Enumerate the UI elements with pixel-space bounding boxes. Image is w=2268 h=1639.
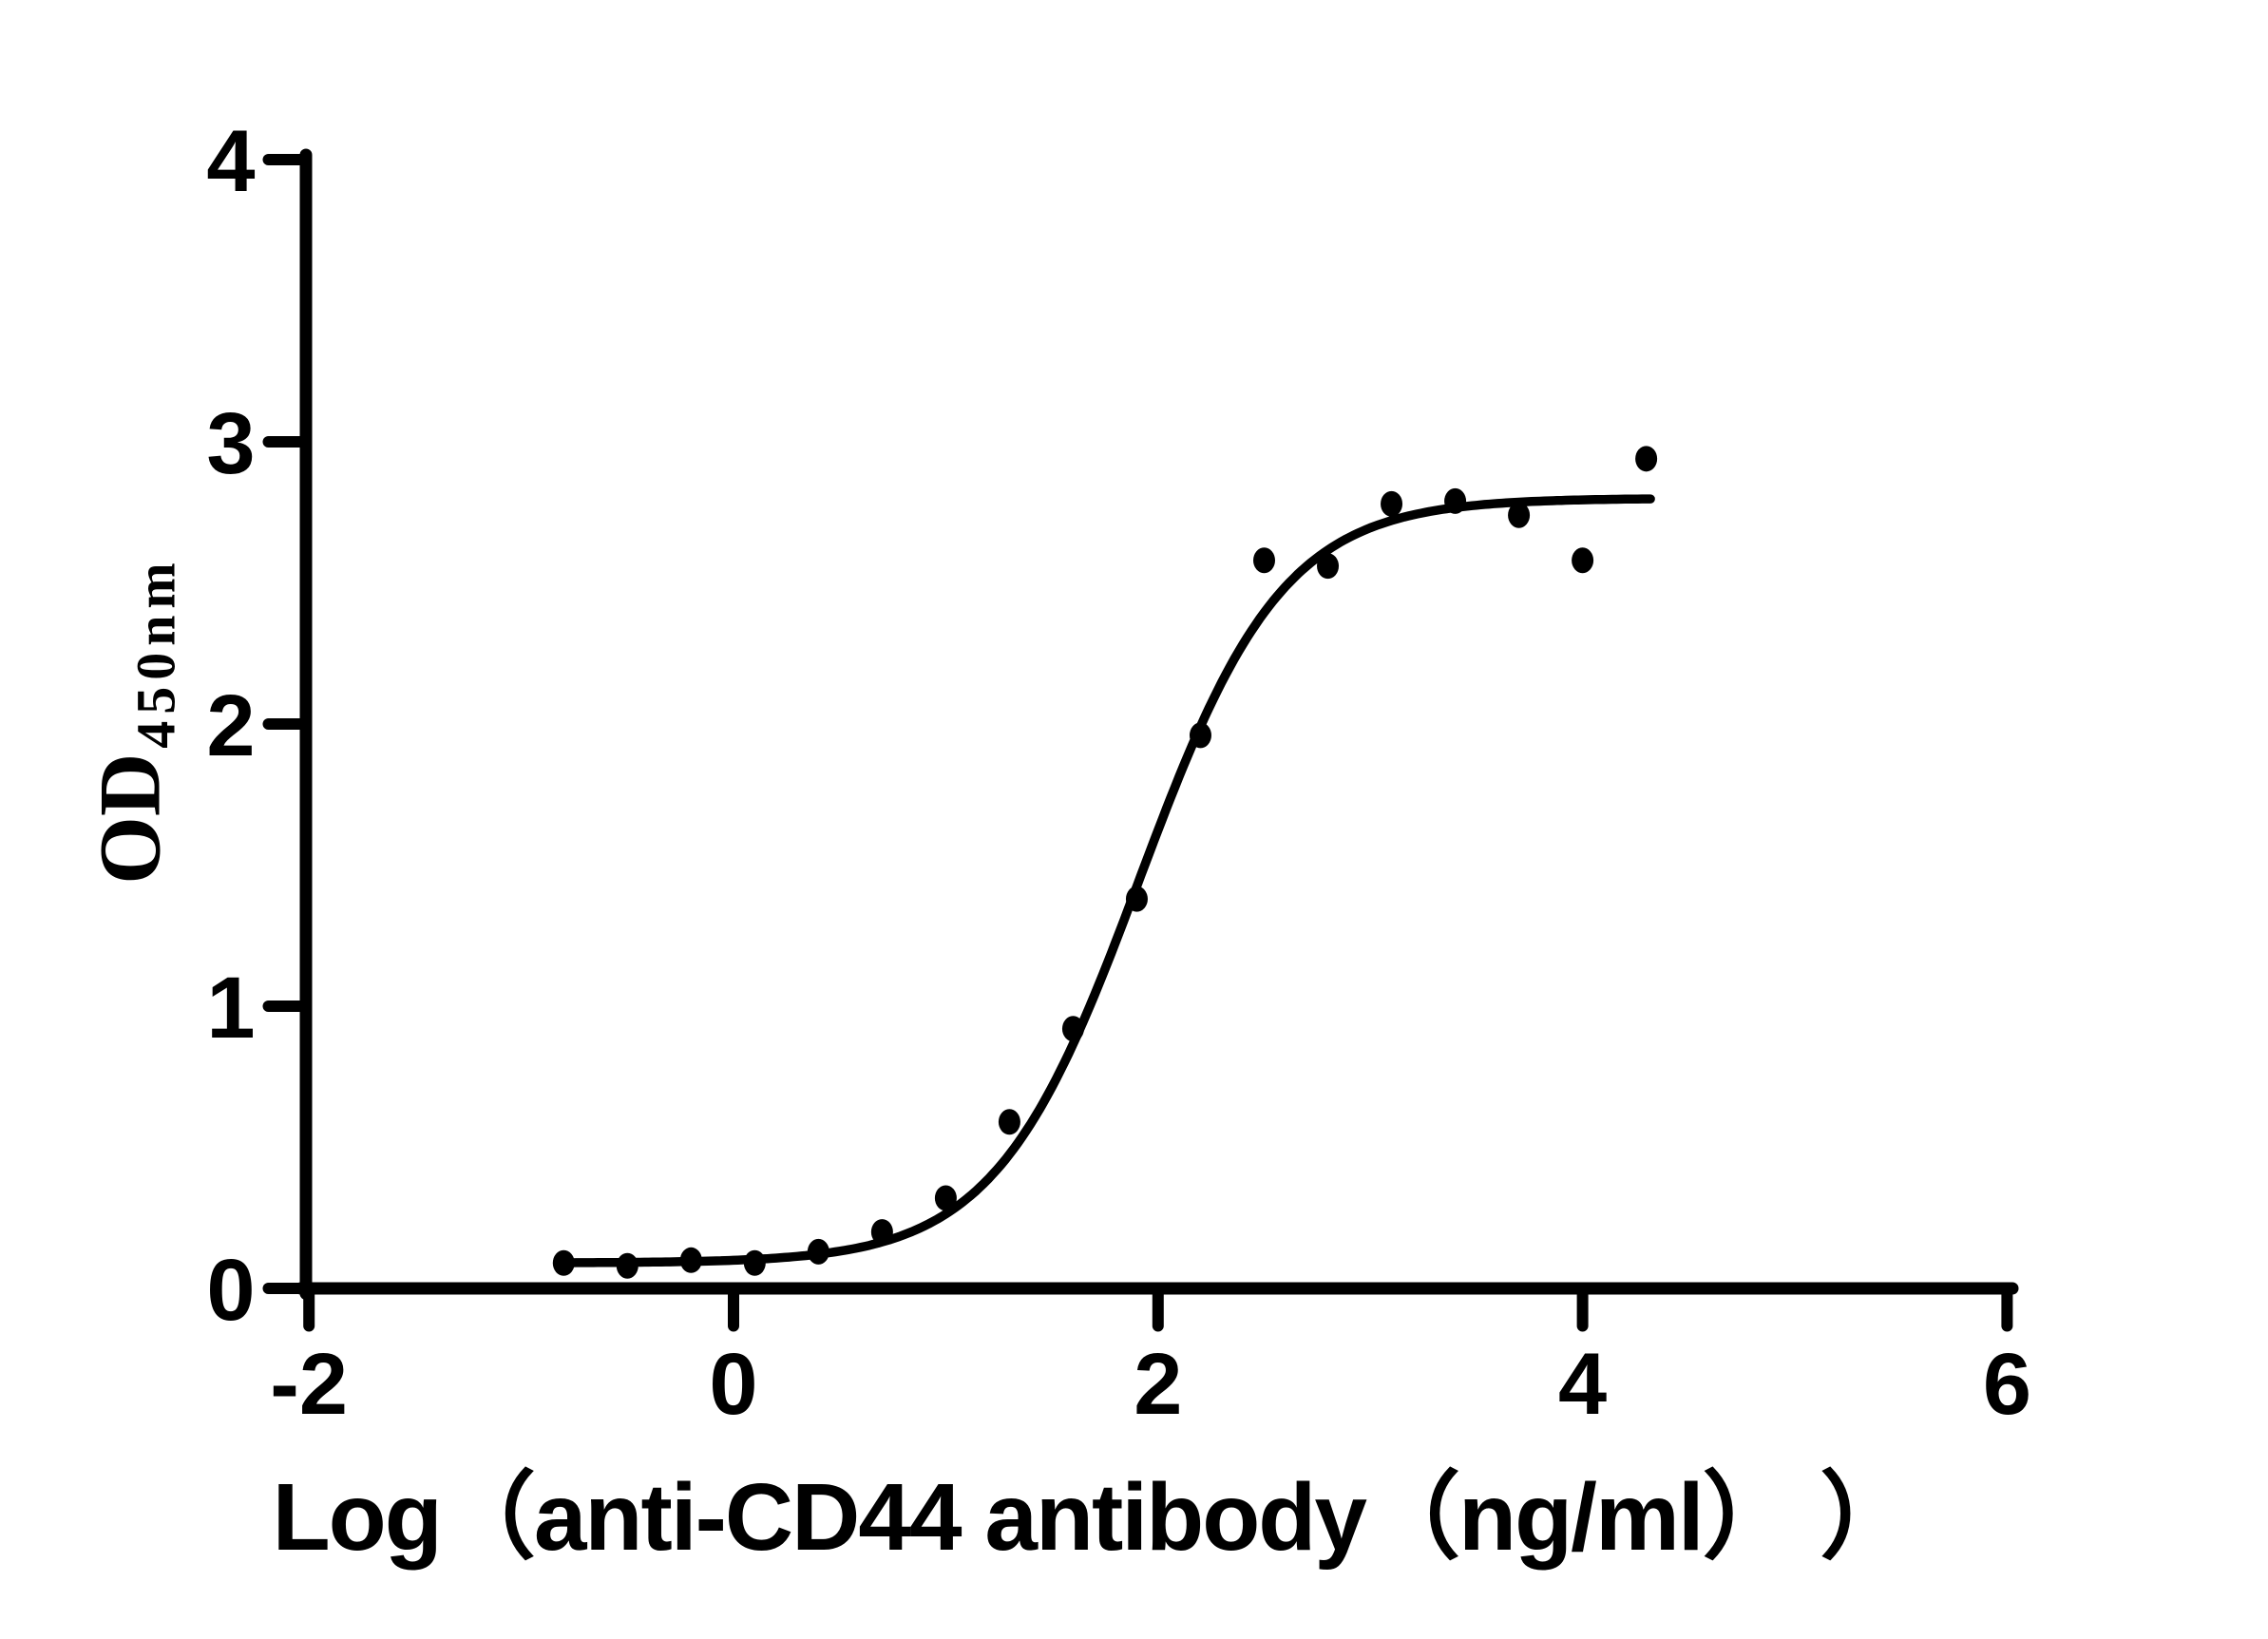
data-point	[1253, 547, 1275, 574]
data-point-layer	[552, 446, 1658, 1279]
data-point	[1508, 502, 1531, 528]
data-point	[998, 1109, 1020, 1135]
data-point	[1317, 553, 1340, 580]
data-point	[552, 1249, 575, 1276]
x-tick-label: 6	[1983, 1336, 2031, 1433]
data-point	[743, 1249, 766, 1276]
y-axis-title: OD450nm	[81, 556, 186, 884]
data-point	[1635, 446, 1658, 472]
y-tick-label: 1	[206, 960, 255, 1057]
data-point	[1125, 886, 1148, 912]
data-point	[1572, 547, 1594, 574]
data-point	[1444, 487, 1467, 514]
y-axis-title-base: OD	[81, 753, 179, 885]
x-tick-label: 0	[709, 1336, 757, 1433]
x-tick-label: 2	[1134, 1336, 1182, 1433]
x-tick-label: 4	[1558, 1336, 1607, 1433]
y-axis-title-subscript: 450nm	[124, 556, 187, 749]
data-point	[1381, 490, 1403, 517]
x-tick-label: -2	[270, 1336, 348, 1433]
data-point	[934, 1185, 957, 1211]
data-point	[1189, 722, 1211, 749]
y-tick-label: 4	[206, 113, 255, 210]
axes-layer	[262, 148, 2019, 1332]
y-tick-label: 2	[206, 677, 255, 774]
data-point	[679, 1247, 702, 1273]
data-point	[870, 1219, 893, 1246]
y-tick-label: 0	[206, 1242, 255, 1339]
y-tick-label: 3	[206, 395, 255, 492]
data-point	[616, 1252, 638, 1279]
data-point	[807, 1238, 829, 1265]
x-axis-title: Log（anti-CD44 antibody（ng/ml） ）	[272, 1464, 1915, 1571]
fit-curve-layer	[555, 494, 1655, 1267]
fit-curve	[555, 494, 1655, 1267]
data-point	[1061, 1016, 1084, 1042]
